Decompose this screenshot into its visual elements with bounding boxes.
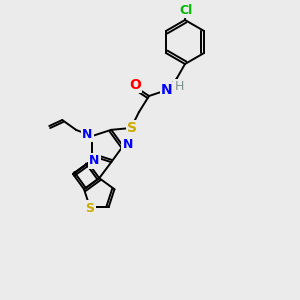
- Text: O: O: [129, 78, 141, 92]
- Text: N: N: [89, 154, 99, 167]
- Text: Cl: Cl: [179, 4, 193, 16]
- Text: S: S: [127, 121, 137, 135]
- Text: N: N: [161, 83, 173, 97]
- Text: S: S: [85, 202, 94, 214]
- Text: H: H: [174, 80, 184, 94]
- Text: N: N: [123, 137, 133, 151]
- Text: N: N: [82, 128, 92, 140]
